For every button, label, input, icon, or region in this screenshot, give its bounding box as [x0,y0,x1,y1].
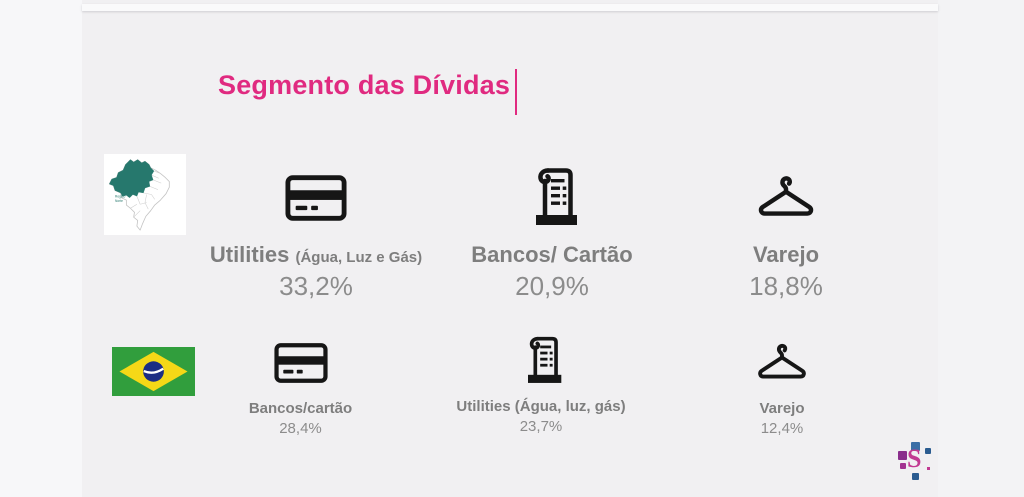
north-region-highlight [109,159,155,198]
logo-square-dark-blue [925,448,931,454]
stat-norte-bancos-cartao: Bancos/ Cartão 20,9% [437,164,667,302]
logo-square-purple [898,451,907,460]
slide-background [82,0,938,497]
logo-letter-s: S [907,444,922,473]
brazil-map-icon: Região Norte [108,159,170,231]
stat-brasil-utilities: Utilities (Água, luz, gás) 23,7% [421,336,661,435]
stat-label-suffix: (Água, Luz e Gás) [295,249,423,266]
stat-label: Bancos/ Cartão [471,242,633,267]
stat-value: 18,8% [749,271,823,302]
map-region-caption-line2: Norte [115,199,123,203]
stat-value: 20,9% [515,271,589,302]
logo-square-blue [911,442,920,451]
left-margin-strip [0,0,82,497]
stat-value: 12,4% [760,420,804,437]
stat-value: 23,7% [519,418,563,435]
brazil-map-north-highlight: Região Norte [104,154,186,235]
right-margin-strip [938,0,1024,497]
slide-title: Segmento das Dívidas [218,70,511,100]
receipt-icon [524,164,580,232]
logo-dot [927,467,930,470]
stat-label: Utilities (Água, Luz e Gás) [210,242,422,267]
stat-label: Varejo [752,242,820,267]
map-region-caption-line1: Região [115,195,125,199]
stat-brasil-varejo: Varejo 12,4% [702,338,862,437]
receipt-icon [518,336,564,386]
hanger-icon [754,164,818,232]
stat-brasil-bancos-cartao: Bancos/cartão 28,4% [198,338,403,437]
stat-label: Varejo [759,400,805,417]
credit-card-icon [273,338,328,388]
stat-value: 28,4% [279,420,322,437]
stat-norte-varejo: Varejo 18,8% [686,164,886,302]
title-accent-rule [515,69,517,115]
stat-value: 33,2% [279,271,353,302]
logo-s-mark: S [896,440,944,486]
logo-square-magenta [900,463,906,469]
top-highlight-band [82,4,938,11]
stat-label: Utilities (Água, luz, gás) [456,398,626,415]
logo-square-dark-blue2 [912,473,919,480]
stat-norte-utilities: Utilities (Água, Luz e Gás) 33,2% [191,164,441,302]
stat-label: Bancos/cartão [248,400,353,417]
stat-label-main: Utilities [209,242,290,267]
credit-card-icon [285,164,347,232]
brazil-flag-icon [112,347,195,396]
hanger-icon [754,338,810,388]
